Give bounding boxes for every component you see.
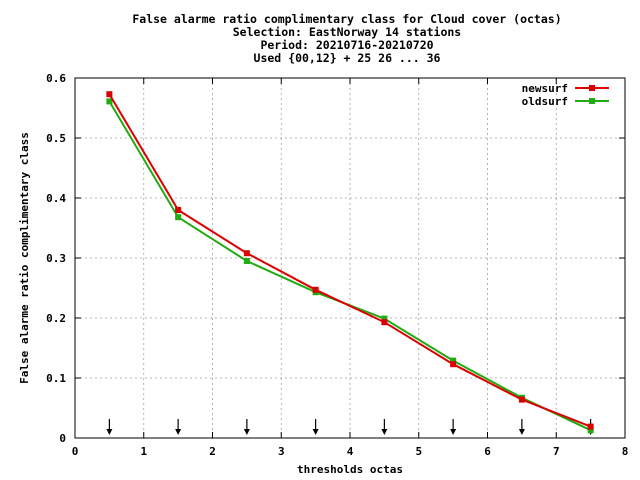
x-tick-label: 8 <box>622 445 629 458</box>
legend-label-oldsurf: oldsurf <box>522 95 568 108</box>
x-axis-label: thresholds octas <box>297 463 403 476</box>
threshold-arrow-head <box>312 429 319 435</box>
data-point-oldsurf <box>450 357 457 364</box>
x-tick-label: 7 <box>553 445 560 458</box>
y-tick-label: 0.4 <box>46 192 66 205</box>
x-tick-label: 4 <box>347 445 354 458</box>
x-tick-label: 5 <box>415 445 422 458</box>
axis-ticks: 0 1 2 3 4 5 6 7 8 0 0.1 0.2 0.3 0.4 0.5 0.6 <box>46 72 628 458</box>
data-point-newsurf <box>381 319 388 326</box>
title-line-1: False alarme ratio complimentary class f… <box>132 12 561 26</box>
y-axis-label: False alarme ratio complimentary class <box>18 132 31 384</box>
legend-marker-oldsurf <box>589 98 595 104</box>
y-tick-label: 0.3 <box>46 252 66 265</box>
y-tick-label: 0.1 <box>46 372 66 385</box>
data-point-newsurf <box>518 396 525 403</box>
chart-title: False alarme ratio complimentary class f… <box>132 12 561 65</box>
x-tick-label: 6 <box>484 445 491 458</box>
plot-series <box>106 91 594 434</box>
x-tick-label: 0 <box>72 445 79 458</box>
data-point-newsurf <box>450 361 457 368</box>
data-point-oldsurf <box>587 427 594 434</box>
series-line-oldsurf <box>108 100 592 432</box>
threshold-arrow-head <box>381 429 388 435</box>
threshold-arrow-head <box>243 429 250 435</box>
threshold-arrow-head <box>106 429 113 435</box>
data-point-newsurf <box>587 423 594 430</box>
data-point-oldsurf <box>175 214 182 221</box>
legend-label-newsurf: newsurf <box>522 82 568 95</box>
y-tick-label: 0.2 <box>46 312 66 325</box>
y-tick-label: 0 <box>59 432 66 445</box>
threshold-arrow-head <box>518 429 525 435</box>
data-point-oldsurf <box>381 315 388 322</box>
legend-marker-newsurf <box>589 85 595 91</box>
x-tick-label: 1 <box>140 445 147 458</box>
y-tick-label: 0.6 <box>46 72 66 85</box>
data-point-newsurf <box>312 286 319 293</box>
x-tick-label: 2 <box>209 445 216 458</box>
x-tick-label: 3 <box>278 445 285 458</box>
data-point-newsurf <box>175 207 182 213</box>
y-tick-label: 0.5 <box>46 132 66 145</box>
data-point-newsurf <box>106 91 113 98</box>
data-point-newsurf <box>243 250 250 257</box>
data-point-oldsurf <box>243 258 250 264</box>
threshold-arrow-head <box>175 429 182 435</box>
title-line-4: Used {00,12} + 25 26 ... 36 <box>254 51 441 65</box>
series-line-newsurf <box>108 93 591 428</box>
title-line-2: Selection: EastNorway 14 stations <box>233 25 461 39</box>
title-line-3: Period: 20210716-20210720 <box>260 38 433 52</box>
data-point-oldsurf <box>106 98 113 105</box>
threshold-arrow-head <box>450 429 457 435</box>
grid <box>75 78 625 438</box>
